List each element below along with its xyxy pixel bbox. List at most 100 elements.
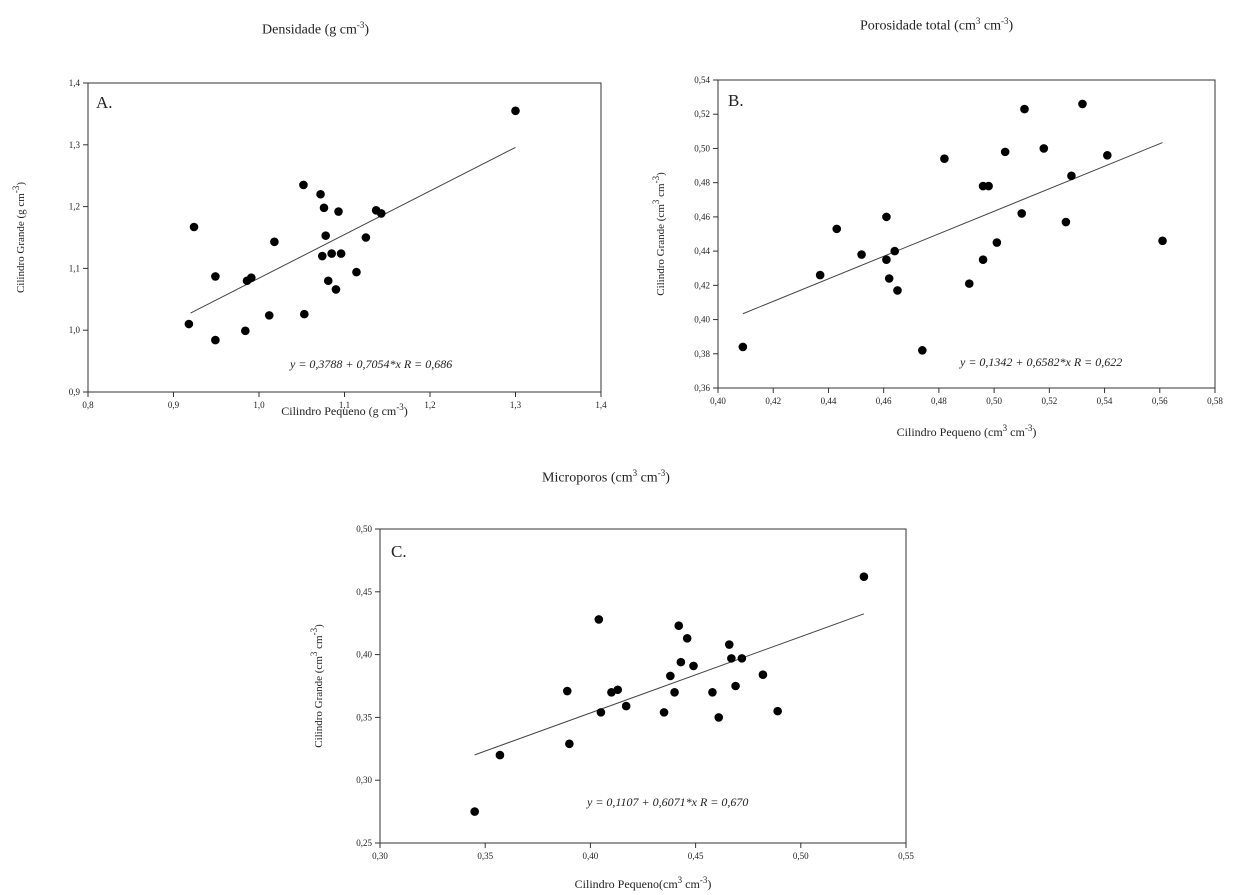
data-point — [676, 657, 686, 667]
data-point — [857, 250, 866, 259]
y-axis-label-c-part: cm — [313, 635, 325, 652]
x-tick-label: 0,50 — [793, 851, 809, 861]
x-tick-label: 0,42 — [765, 396, 781, 406]
y-tick-label: 0,44 — [694, 246, 710, 256]
x-tick-label: 0,46 — [876, 396, 892, 406]
x-tick-label: 0,48 — [931, 396, 947, 406]
regression-equation-b: y = 0,1342 + 0,6582*x R = 0,622 — [959, 355, 1122, 369]
data-point — [189, 222, 199, 232]
data-point — [264, 311, 274, 320]
x-axis-label-b-part: cm — [1007, 425, 1025, 439]
panel-label-b: B. — [728, 91, 744, 110]
data-point — [247, 273, 256, 282]
y-tick-label: 1,2 — [69, 202, 80, 212]
y-tick-label: 1,1 — [69, 263, 80, 273]
data-point — [331, 285, 341, 294]
data-point — [1000, 147, 1010, 157]
chart-c-title: Microporos (cm3 cm-3) — [542, 468, 670, 486]
y-tick-label: 0,30 — [356, 775, 372, 785]
x-tick-label: 0,35 — [477, 851, 493, 861]
data-point — [738, 342, 748, 352]
plot-frame-b — [717, 79, 1216, 389]
data-point — [327, 249, 336, 258]
data-point — [361, 233, 371, 242]
data-point — [670, 687, 679, 697]
data-point — [184, 319, 194, 329]
data-point — [859, 572, 869, 582]
y-axis-label-a-part: ) — [15, 182, 27, 186]
data-point — [470, 807, 479, 816]
x-axis-label-a-part: -3 — [396, 402, 404, 412]
y-tick-label: 0,54 — [694, 75, 710, 85]
data-point — [352, 267, 361, 277]
y-tick-label: 0,9 — [69, 387, 81, 397]
regression-line-a — [190, 146, 516, 314]
y-axis-label-b-part: -3 — [651, 175, 661, 183]
y-tick-label: 0,35 — [356, 712, 372, 722]
data-point — [758, 670, 768, 679]
x-axis-label-b: Cilindro Pequeno (cm3 cm-3) — [897, 423, 1037, 439]
x-axis-label-a: Cilindro Pequeno (g cm-3) — [281, 402, 407, 418]
x-tick-label: 1,4 — [595, 400, 607, 410]
data-point — [714, 713, 724, 722]
x-tick-label: 0,55 — [898, 851, 914, 861]
data-point — [964, 279, 974, 288]
data-point — [376, 209, 386, 218]
data-point — [211, 272, 220, 281]
x-axis-label-a-part: Cilindro Pequeno (g cm — [281, 404, 397, 418]
data-point — [773, 706, 782, 716]
chart-a-title: Densidade (g cm-3) — [262, 20, 370, 38]
data-point — [495, 750, 505, 760]
y-axis-label-c: Cilindro Grande (cm3 cm-3) — [309, 624, 325, 748]
data-point — [336, 249, 346, 258]
data-point — [1158, 236, 1167, 246]
data-point — [241, 326, 250, 336]
data-point — [984, 181, 993, 191]
data-point — [978, 255, 988, 264]
data-point — [1017, 209, 1027, 218]
x-tick-label: 0,30 — [372, 851, 388, 861]
x-axis-label-b-part: ) — [1032, 425, 1036, 439]
x-tick-label: 0,50 — [986, 396, 1002, 406]
y-axis-label-b-part: ) — [655, 172, 667, 176]
data-point — [1039, 144, 1049, 153]
data-point — [682, 633, 692, 643]
y-tick-label: 1,4 — [69, 78, 81, 88]
y-axis-label-c-part: Cilindro Grande (cm — [313, 656, 325, 748]
data-point — [321, 231, 330, 240]
data-point — [1061, 217, 1071, 227]
y-tick-label: 0,52 — [694, 109, 710, 119]
y-tick-label: 0,38 — [694, 349, 710, 359]
data-point — [727, 654, 736, 663]
data-point — [724, 640, 734, 649]
data-point — [689, 661, 698, 671]
x-tick-label: 0,52 — [1041, 396, 1057, 406]
y-axis-label-b-part: cm — [655, 183, 667, 200]
data-point — [319, 203, 329, 213]
data-point — [594, 615, 604, 624]
data-point — [596, 708, 606, 717]
data-point — [666, 671, 675, 681]
regression-equation-c: y = 0,1107 + 0,6071*x R = 0,670 — [586, 795, 748, 809]
data-point — [708, 687, 717, 697]
chart-b-title: Porosidade total (cm3 cm-3) — [860, 16, 1014, 34]
x-tick-label: 0,8 — [82, 400, 94, 410]
data-point — [1020, 104, 1029, 114]
x-tick-label: 1,0 — [253, 400, 265, 410]
data-point — [992, 238, 1002, 247]
x-axis-label-a-part: ) — [404, 404, 408, 418]
panel-label-c: C. — [391, 542, 407, 561]
data-point — [882, 255, 891, 264]
data-point — [511, 106, 520, 116]
y-tick-label: 0,50 — [356, 524, 372, 534]
regression-equation-a: y = 0,3788 + 0,7054*x R = 0,686 — [289, 357, 452, 371]
x-axis-label-b-part: -3 — [1025, 423, 1033, 433]
x-axis-label-c-part: cm — [682, 877, 700, 891]
x-axis-label-c-part: -3 — [700, 875, 708, 885]
y-axis-label-a-part: -3 — [11, 185, 21, 193]
data-point — [893, 286, 902, 295]
plot-frame-c — [379, 528, 907, 844]
data-point — [737, 654, 747, 663]
x-tick-label: 0,45 — [688, 851, 704, 861]
